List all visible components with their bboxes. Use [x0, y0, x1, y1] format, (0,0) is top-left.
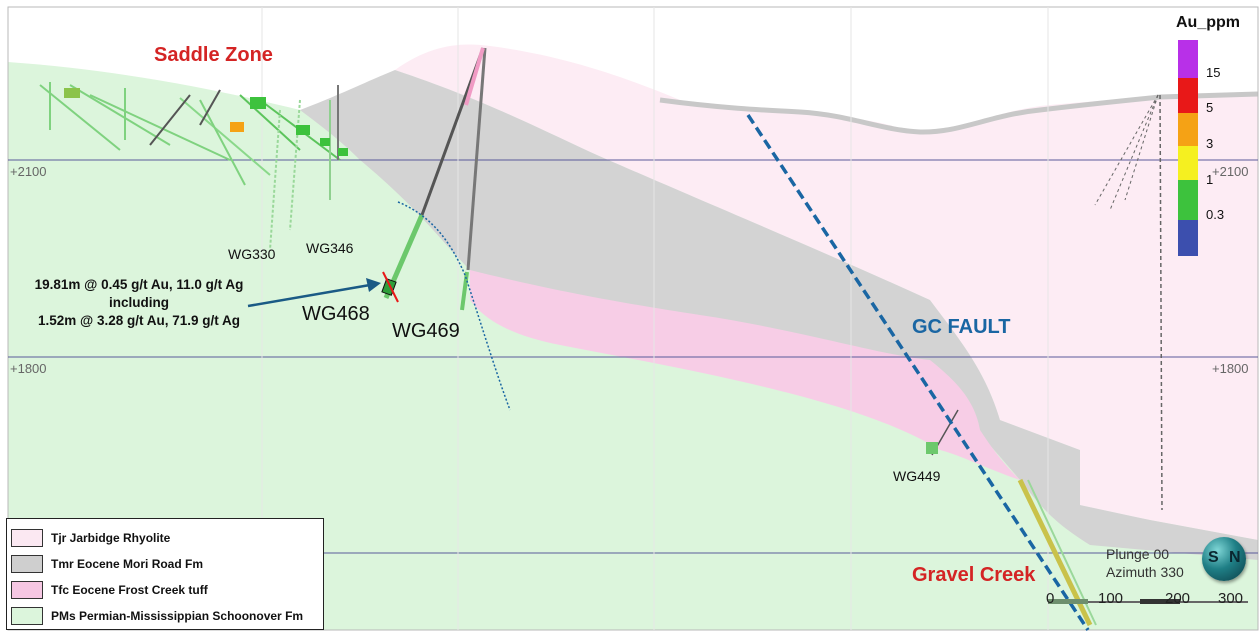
mori-road-unit — [300, 70, 1258, 560]
gc-fault-label: GC FAULT — [912, 316, 1011, 338]
scale-label-0: 0 — [1046, 590, 1055, 607]
elevation-label-2100-left: +2100 — [10, 164, 47, 179]
scale-label-300: 300 — [1218, 590, 1244, 607]
colorbar-tick-3: 3 — [1206, 136, 1214, 151]
legend-item-frost-creek: Tfc Eocene Frost Creek tuff — [11, 580, 208, 600]
gc-fault-line — [746, 114, 1090, 631]
elevation-label-1800-left: +1800 — [10, 361, 47, 376]
legend-label: Tfc Eocene Frost Creek tuff — [51, 583, 208, 597]
colorbar-swatch-1 — [1178, 146, 1198, 180]
lithology-legend: Tjr Jarbidge Rhyolite Tmr Eocene Mori Ro… — [6, 518, 324, 630]
drillhole-label-wg469: WG469 — [392, 320, 460, 342]
colorbar-title: Au_ppm — [1176, 14, 1240, 31]
legend-label: Tjr Jarbidge Rhyolite — [51, 531, 171, 545]
assay-callout: 19.81m @ 0.45 g/t Au, 11.0 g/t Ag includ… — [22, 276, 256, 330]
legend-item-mori-road: Tmr Eocene Mori Road Fm — [11, 554, 203, 574]
colorbar-tick-0-3: 0.3 — [1206, 207, 1225, 222]
legend-item-schoonover: PMs Permian-Mississippian Schoonover Fm — [11, 606, 303, 626]
assay-callout-line3: 1.52m @ 3.28 g/t Au, 71.9 g/t Ag — [38, 313, 240, 328]
elevation-label-1800-right: +1800 — [1212, 361, 1249, 376]
azimuth-label: Azimuth 330 — [1106, 564, 1184, 580]
saddle-zone-label: Saddle Zone — [154, 44, 273, 66]
legend-swatch — [11, 529, 43, 547]
colorbar-swatch-3 — [1178, 113, 1198, 146]
assay-callout-line1: 19.81m @ 0.45 g/t Au, 11.0 g/t Ag — [34, 277, 244, 292]
orientation-globe-icon: S N — [1202, 537, 1246, 581]
compass-letter-south: S — [1208, 549, 1219, 566]
compass-letter-north: N — [1229, 549, 1241, 566]
legend-label: PMs Permian-Mississippian Schoonover Fm — [51, 609, 304, 623]
drillhole-label-wg346: WG346 — [306, 240, 354, 256]
colorbar-swatch-15 — [1178, 40, 1198, 78]
scale-label-100: 100 — [1098, 590, 1124, 607]
legend-swatch — [11, 555, 43, 573]
frost-creek-tuff-unit — [470, 270, 1020, 480]
drillhole-label-wg468: WG468 — [302, 303, 370, 325]
colorbar-swatch-5 — [1178, 78, 1198, 113]
colorbar-tick-1: 1 — [1206, 172, 1214, 187]
jarbidge-rhyolite-unit — [395, 44, 1258, 541]
colorbar-swatch-0-3 — [1178, 180, 1198, 220]
drillhole-label-wg449: WG449 — [893, 468, 941, 484]
legend-swatch — [11, 607, 43, 625]
colorbar-tick-15: 15 — [1206, 65, 1221, 80]
legend-item-jarbidge: Tjr Jarbidge Rhyolite — [11, 528, 170, 548]
elevation-label-2100-right: +2100 — [1212, 164, 1249, 179]
colorbar-tick-5: 5 — [1206, 100, 1214, 115]
legend-label: Tmr Eocene Mori Road Fm — [51, 557, 204, 571]
wg469-upper-trace — [466, 47, 487, 271]
drillhole-label-wg330: WG330 — [228, 246, 276, 262]
gravel-creek-label: Gravel Creek — [912, 564, 1036, 586]
saddle-zone-intercepts — [64, 88, 348, 156]
saddle-zone-drill-traces — [39, 82, 341, 251]
colorbar-swatch-min — [1178, 220, 1198, 256]
assay-callout-line2: including — [109, 295, 169, 310]
callout-arrow — [247, 283, 371, 308]
plunge-label: Plunge 00 — [1106, 546, 1170, 562]
scale-label-200: 200 — [1165, 590, 1191, 607]
legend-swatch — [11, 581, 43, 599]
